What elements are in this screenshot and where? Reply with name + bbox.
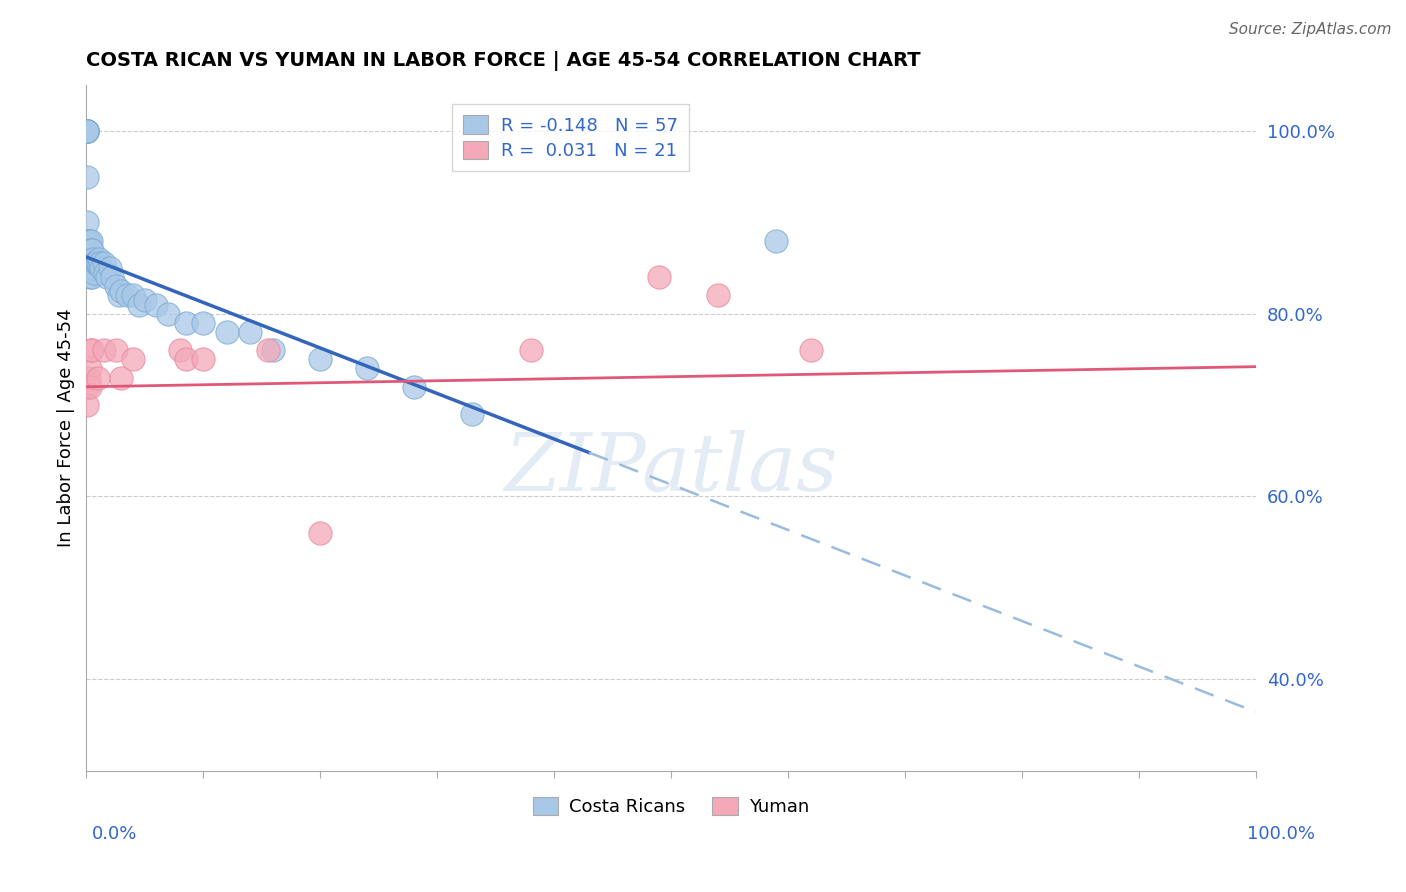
Point <box>77 260 100 275</box>
Point <box>76 215 98 229</box>
Point <box>76 124 98 138</box>
Point <box>79 361 101 376</box>
Point <box>76 234 98 248</box>
Point <box>122 352 145 367</box>
Point <box>101 270 124 285</box>
Point <box>134 293 156 307</box>
Point <box>169 343 191 358</box>
Point <box>80 343 103 358</box>
Point <box>79 260 101 275</box>
Point <box>239 325 262 339</box>
Point <box>93 256 115 270</box>
Point <box>80 252 103 266</box>
Point <box>110 370 132 384</box>
Point <box>76 169 98 184</box>
Point <box>706 288 728 302</box>
Point <box>193 316 215 330</box>
Point <box>82 243 104 257</box>
Point <box>765 234 787 248</box>
Point <box>82 260 104 275</box>
Point <box>76 124 98 138</box>
Point <box>89 256 111 270</box>
Point <box>648 270 671 285</box>
Point <box>256 343 278 358</box>
Point <box>80 243 103 257</box>
Point <box>110 284 132 298</box>
Point <box>402 380 425 394</box>
Point <box>87 370 110 384</box>
Legend: Costa Ricans, Yuman: Costa Ricans, Yuman <box>526 789 815 823</box>
Point <box>145 297 167 311</box>
Point <box>80 234 103 248</box>
Point <box>115 288 138 302</box>
Point <box>309 352 332 367</box>
Point <box>82 252 104 266</box>
Point <box>104 343 127 358</box>
Point <box>519 343 541 358</box>
Point <box>356 361 378 376</box>
Point <box>76 124 98 138</box>
Point <box>87 256 110 270</box>
Point <box>461 407 484 421</box>
Point <box>77 234 100 248</box>
Point <box>157 307 180 321</box>
Point <box>82 256 104 270</box>
Text: COSTA RICAN VS YUMAN IN LABOR FORCE | AGE 45-54 CORRELATION CHART: COSTA RICAN VS YUMAN IN LABOR FORCE | AG… <box>86 51 921 70</box>
Point <box>84 256 107 270</box>
Point <box>76 124 98 138</box>
Point <box>96 270 118 285</box>
Point <box>89 252 111 266</box>
Y-axis label: In Labor Force | Age 45-54: In Labor Force | Age 45-54 <box>58 309 75 547</box>
Text: ZIPatlas: ZIPatlas <box>505 430 838 508</box>
Point <box>262 343 284 358</box>
Point <box>94 266 117 280</box>
Point <box>215 325 238 339</box>
Point <box>104 279 127 293</box>
Point <box>83 256 105 270</box>
Point <box>108 288 131 302</box>
Point <box>174 316 197 330</box>
Point <box>76 380 98 394</box>
Point <box>79 270 101 285</box>
Point <box>128 297 150 311</box>
Point <box>79 243 101 257</box>
Point <box>82 343 104 358</box>
Point <box>90 260 112 275</box>
Point <box>76 398 98 412</box>
Text: 100.0%: 100.0% <box>1247 825 1315 843</box>
Point <box>98 260 121 275</box>
Point <box>76 124 98 138</box>
Point <box>77 370 100 384</box>
Text: 0.0%: 0.0% <box>91 825 136 843</box>
Point <box>83 266 105 280</box>
Point <box>193 352 215 367</box>
Point <box>93 343 115 358</box>
Text: Source: ZipAtlas.com: Source: ZipAtlas.com <box>1229 22 1392 37</box>
Point <box>122 288 145 302</box>
Point <box>77 234 100 248</box>
Point <box>174 352 197 367</box>
Point <box>77 252 100 266</box>
Point <box>82 270 104 285</box>
Point <box>800 343 823 358</box>
Point <box>79 380 101 394</box>
Point <box>79 252 101 266</box>
Point <box>76 124 98 138</box>
Point <box>86 256 108 270</box>
Point <box>309 526 332 541</box>
